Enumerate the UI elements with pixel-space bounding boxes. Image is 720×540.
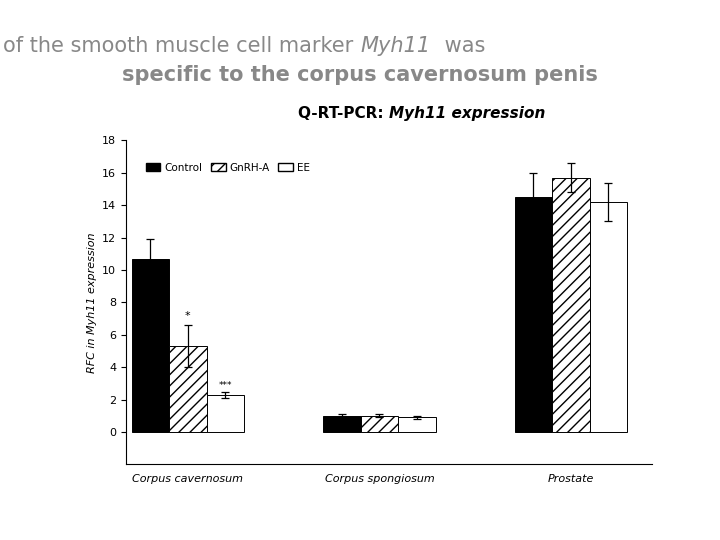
Bar [590,202,627,432]
Text: Myh11 expression: Myh11 expression [389,106,545,121]
Text: Down-regulation of the smooth muscle cell marker: Down-regulation of the smooth muscle cel… [0,36,360,56]
Bar [132,259,169,432]
Text: specific to the corpus cavernosum penis: specific to the corpus cavernosum penis [122,64,598,85]
Text: Myh11: Myh11 [360,36,430,56]
Text: Q-RT-PCR:: Q-RT-PCR: [298,106,389,121]
Bar [207,395,244,432]
Bar [323,416,361,432]
Bar [398,417,436,432]
Y-axis label: RFC in Myh11 expression: RFC in Myh11 expression [86,232,96,373]
Legend: Control, GnRH-A, EE: Control, GnRH-A, EE [142,159,314,177]
Text: ***: *** [219,381,233,390]
Text: *: * [185,311,191,321]
Bar [515,197,552,432]
Bar [552,178,590,432]
Bar [361,416,398,432]
Bar [169,346,207,432]
Text: was: was [438,36,485,56]
